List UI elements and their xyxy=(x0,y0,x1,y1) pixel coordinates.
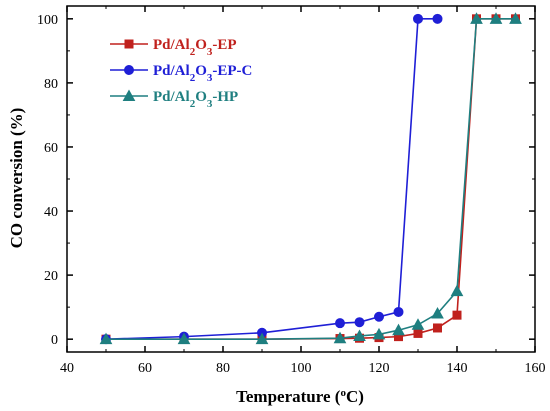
legend-marker xyxy=(124,39,134,49)
x-axis-title-part-1: Temperature ( xyxy=(236,387,341,406)
legend-label-part: O xyxy=(195,63,207,79)
data-point xyxy=(99,332,113,345)
data-point xyxy=(431,307,444,319)
legend-label-part: O xyxy=(195,89,207,105)
data-point xyxy=(433,323,442,333)
legend-label-part: 2 xyxy=(190,98,196,110)
y-tick-label: 60 xyxy=(44,141,58,156)
x-tick-label: 140 xyxy=(447,361,468,376)
x-tick-label: 80 xyxy=(216,361,230,376)
legend-label-part: 3 xyxy=(207,46,213,58)
legend-label: Pd/Al2O3-HP xyxy=(153,89,238,110)
legend-label-part: -EP-C xyxy=(212,63,252,79)
data-point xyxy=(413,13,423,24)
y-axis-title: CO conversion (%) xyxy=(7,108,26,249)
x-tick-label: 160 xyxy=(525,361,546,376)
data-point xyxy=(353,329,366,341)
legend-label-part: Pd/Al xyxy=(153,37,190,53)
x-axis-title-part-2: C) xyxy=(346,387,364,406)
legend-label-part: Pd/Al xyxy=(153,63,190,79)
y-tick-label: 100 xyxy=(37,13,58,28)
legend-item-1: Pd/Al2O3-EP xyxy=(110,37,237,58)
y-tick-label: 40 xyxy=(44,205,58,220)
y-tick-label: 20 xyxy=(44,269,58,284)
legend-label: Pd/Al2O3-EP-C xyxy=(153,63,252,84)
x-tick-label: 100 xyxy=(291,361,312,376)
legend-label-part: -HP xyxy=(212,89,238,105)
data-point xyxy=(432,13,443,24)
data-point xyxy=(411,318,425,330)
axis-ticks: 40 60 80 100 120 140 160 0 20 40 60 80 100 xyxy=(37,6,546,376)
data-point xyxy=(413,328,423,338)
legend-label-part: 3 xyxy=(207,98,213,110)
data-point xyxy=(470,12,483,24)
legend-label-part: 3 xyxy=(207,72,213,84)
x-tick-label: 40 xyxy=(60,361,74,376)
y-tick-label: 0 xyxy=(51,333,58,348)
data-point xyxy=(335,318,345,329)
data-point xyxy=(255,332,269,345)
data-point xyxy=(354,317,365,328)
y-tick-label: 80 xyxy=(44,77,58,92)
data-point xyxy=(177,332,191,345)
x-axis-title: Temperature (oC) xyxy=(236,387,364,406)
legend-label-part: Pd/Al xyxy=(153,89,190,105)
data-point xyxy=(509,12,522,24)
series-3 xyxy=(99,12,522,345)
legend-item-2: Pd/Al2O3-EP-C xyxy=(110,63,252,84)
legend-label-part: 2 xyxy=(190,72,196,84)
data-series xyxy=(99,12,522,345)
legend-marker xyxy=(124,65,134,75)
data-point xyxy=(374,311,384,322)
legend-label-part: -EP xyxy=(212,37,236,53)
x-tick-label: 60 xyxy=(138,361,152,376)
legend-label-part: O xyxy=(195,37,207,53)
legend-label: Pd/Al2O3-EP xyxy=(153,37,237,58)
data-point xyxy=(392,323,405,336)
data-point xyxy=(489,12,503,24)
legend-label-part: 2 xyxy=(190,46,196,58)
legend-item-3: Pd/Al2O3-HP xyxy=(110,89,238,110)
data-point xyxy=(333,331,347,344)
data-point xyxy=(372,327,386,340)
x-tick-label: 120 xyxy=(369,361,390,376)
legend-marker xyxy=(122,89,136,101)
data-point xyxy=(452,310,462,320)
data-point xyxy=(450,284,464,297)
x-axis-title-superscript: o xyxy=(340,387,346,399)
data-point xyxy=(393,306,404,317)
